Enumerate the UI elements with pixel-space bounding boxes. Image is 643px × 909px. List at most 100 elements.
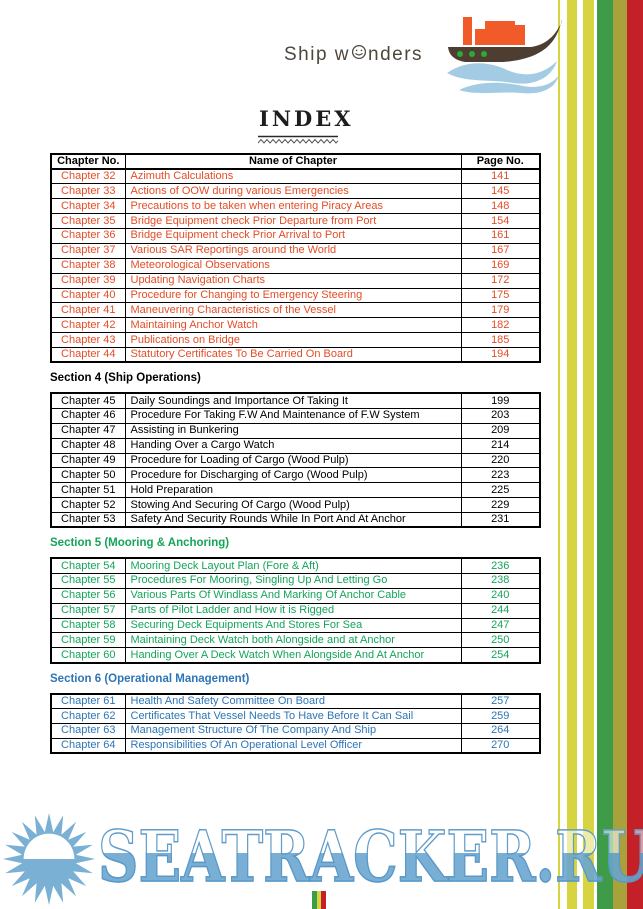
chapter-name-cell: Precautions to be taken when entering Pi… xyxy=(124,198,462,215)
chapter-name-cell: Procedure For Taking F.W And Maintenance… xyxy=(124,407,462,424)
col-header-page: Page No. xyxy=(460,153,541,170)
table-header-row: Chapter No. Name of Chapter Page No. xyxy=(50,153,541,170)
chapter-name-cell: Parts of Pilot Ladder and How it is Rigg… xyxy=(124,602,462,619)
table-row: Chapter 50 Procedure for Discharging of C… xyxy=(50,467,541,484)
chapter-name-cell: Publications on Bridge xyxy=(124,332,462,349)
table-row: Chapter 63 Management Structure Of The Co… xyxy=(50,723,541,739)
chapter-cell: Chapter 41 xyxy=(50,302,126,319)
stripe xyxy=(613,0,627,909)
chapter-cell: Chapter 42 xyxy=(50,317,126,334)
page-number-cell: 270 xyxy=(460,737,541,754)
page-number-cell: 214 xyxy=(460,437,541,454)
table-row: Chapter 53 Safety And Security Rounds Whi… xyxy=(50,512,541,528)
chapter-name-cell: Updating Navigation Charts xyxy=(124,272,462,289)
chapter-name-cell: Management Structure Of The Company And … xyxy=(124,723,462,739)
chapter-cell: Chapter 62 xyxy=(50,708,126,724)
col-header-chapter: Chapter No. xyxy=(50,153,126,170)
chapter-cell: Chapter 35 xyxy=(50,213,126,229)
page-number-cell: 238 xyxy=(460,572,541,589)
table-row: Chapter 40 Procedure for Changing to Emer… xyxy=(50,287,541,304)
page-number-cell: 145 xyxy=(460,183,541,200)
chapter-name-cell: Various SAR Reportings around the World xyxy=(124,242,462,259)
chapter-cell: Chapter 52 xyxy=(50,497,126,514)
page-number-cell: 148 xyxy=(460,198,541,215)
table-row: Chapter 52 Stowing And Securing Of Cargo … xyxy=(50,497,541,514)
page-number-cell: 244 xyxy=(460,602,541,619)
page-number-cell: 169 xyxy=(460,257,541,274)
table-row: Chapter 60 Handing Over A Deck Watch When… xyxy=(50,647,541,664)
chapter-name-cell: Securing Deck Equipments And Stores For … xyxy=(124,617,462,634)
page-title: INDEX xyxy=(259,106,354,131)
chapter-cell: Chapter 55 xyxy=(50,572,126,589)
chapter-cell: Chapter 56 xyxy=(50,587,126,604)
page-number-cell: 141 xyxy=(460,168,541,185)
chapter-name-cell: Hold Preparation xyxy=(124,482,462,499)
chapter-name-cell: Procedure for Changing to Emergency Stee… xyxy=(124,287,462,304)
table-row: Chapter 44 Statutory Certificates To Be C… xyxy=(50,347,541,363)
page-number-cell: 167 xyxy=(460,242,541,259)
col-header-name: Name of Chapter xyxy=(124,153,462,170)
stripe xyxy=(627,0,643,909)
stripe xyxy=(567,0,577,909)
table-row: Chapter 57 Parts of Pilot Ladder and How … xyxy=(50,602,541,619)
table-row: Chapter 34 Precautions to be taken when e… xyxy=(50,198,541,215)
table-row: Chapter 37 Various SAR Reportings around … xyxy=(50,242,541,259)
ship-logo-icon xyxy=(445,9,563,100)
page-number-cell: 225 xyxy=(460,482,541,499)
page-number-cell: 161 xyxy=(460,227,541,244)
chapter-name-cell: Procedures For Mooring, Singling Up And … xyxy=(124,572,462,589)
chapter-cell: Chapter 61 xyxy=(50,693,126,710)
table-row: Chapter 43 Publications on Bridge 185 xyxy=(50,332,541,349)
chapter-cell: Chapter 32 xyxy=(50,168,126,185)
chapter-cell: Chapter 47 xyxy=(50,422,126,439)
chapter-cell: Chapter 36 xyxy=(50,227,126,244)
chapter-cell: Chapter 43 xyxy=(50,332,126,349)
page-number-cell: 203 xyxy=(460,407,541,424)
table-row: Chapter 61 Health And Safety Committee On… xyxy=(50,693,541,710)
chapter-table: Chapter 61 Health And Safety Committee On… xyxy=(50,692,541,755)
page-number-cell: 229 xyxy=(460,497,541,514)
page-number-cell: 185 xyxy=(460,332,541,349)
section-heading: Section 5 (Mooring & Anchoring) xyxy=(50,537,230,550)
page-number-cell: 259 xyxy=(460,708,541,724)
logo-text-right: nders xyxy=(368,44,424,65)
table-row: Chapter 45 Daily Soundings and Importance… xyxy=(50,392,541,409)
chapter-cell: Chapter 46 xyxy=(50,407,126,424)
table-row: Chapter 39 Updating Navigation Charts 172 xyxy=(50,272,541,289)
chapter-name-cell: Meteorological Observations xyxy=(124,257,462,274)
chapter-name-cell: Assisting in Bunkering xyxy=(124,422,462,439)
table-row: Chapter 64 Responsibilities Of An Operati… xyxy=(50,737,541,754)
table-row: Chapter 59 Maintaining Deck Watch both Al… xyxy=(50,632,541,649)
table-row: Chapter 48 Handing Over a Cargo Watch 214 xyxy=(50,437,541,454)
page-number-cell: 172 xyxy=(460,272,541,289)
page-number-cell: 257 xyxy=(460,693,541,710)
chapter-name-cell: Various Parts Of Windlass And Marking Of… xyxy=(124,587,462,604)
chapter-cell: Chapter 60 xyxy=(50,647,126,664)
chapter-cell: Chapter 39 xyxy=(50,272,126,289)
section-heading: Section 4 (Ship Operations) xyxy=(50,372,201,385)
page-number-cell: 182 xyxy=(460,317,541,334)
chapter-cell: Chapter 37 xyxy=(50,242,126,259)
table-row: Chapter 54 Mooring Deck Layout Plan (Fore… xyxy=(50,557,541,574)
table-row: Chapter 55 Procedures For Mooring, Singli… xyxy=(50,572,541,589)
toc-section: Section 6 (Operational Management) Chapt… xyxy=(50,673,541,755)
chapter-cell: Chapter 54 xyxy=(50,557,126,574)
chapter-name-cell: Handing Over A Deck Watch When Alongside… xyxy=(124,647,462,664)
table-row: Chapter 58 Securing Deck Equipments And S… xyxy=(50,617,541,634)
page-number-cell: 236 xyxy=(460,557,541,574)
table-row: Chapter 42 Maintaining Anchor Watch 182 xyxy=(50,317,541,334)
table-row: Chapter 33 Actions of OOW during various … xyxy=(50,183,541,200)
chapter-name-cell: Azimuth Calculations xyxy=(124,168,462,185)
title-underline xyxy=(257,132,340,150)
chapter-cell: Chapter 53 xyxy=(50,512,126,528)
chapter-name-cell: Statutory Certificates To Be Carried On … xyxy=(124,347,462,363)
table-row: Chapter 46 Procedure For Taking F.W And M… xyxy=(50,407,541,424)
page-number-cell: 223 xyxy=(460,467,541,484)
chapter-name-cell: Maneuvering Characteristics of the Vesse… xyxy=(124,302,462,319)
page-number-cell: 194 xyxy=(460,347,541,363)
toc-section: Section 4 (Ship Operations) Chapter 45 Da… xyxy=(50,372,541,529)
page-number-cell: 154 xyxy=(460,213,541,229)
chapter-cell: Chapter 40 xyxy=(50,287,126,304)
chapter-name-cell: Procedure for Loading of Cargo (Wood Pul… xyxy=(124,452,462,469)
